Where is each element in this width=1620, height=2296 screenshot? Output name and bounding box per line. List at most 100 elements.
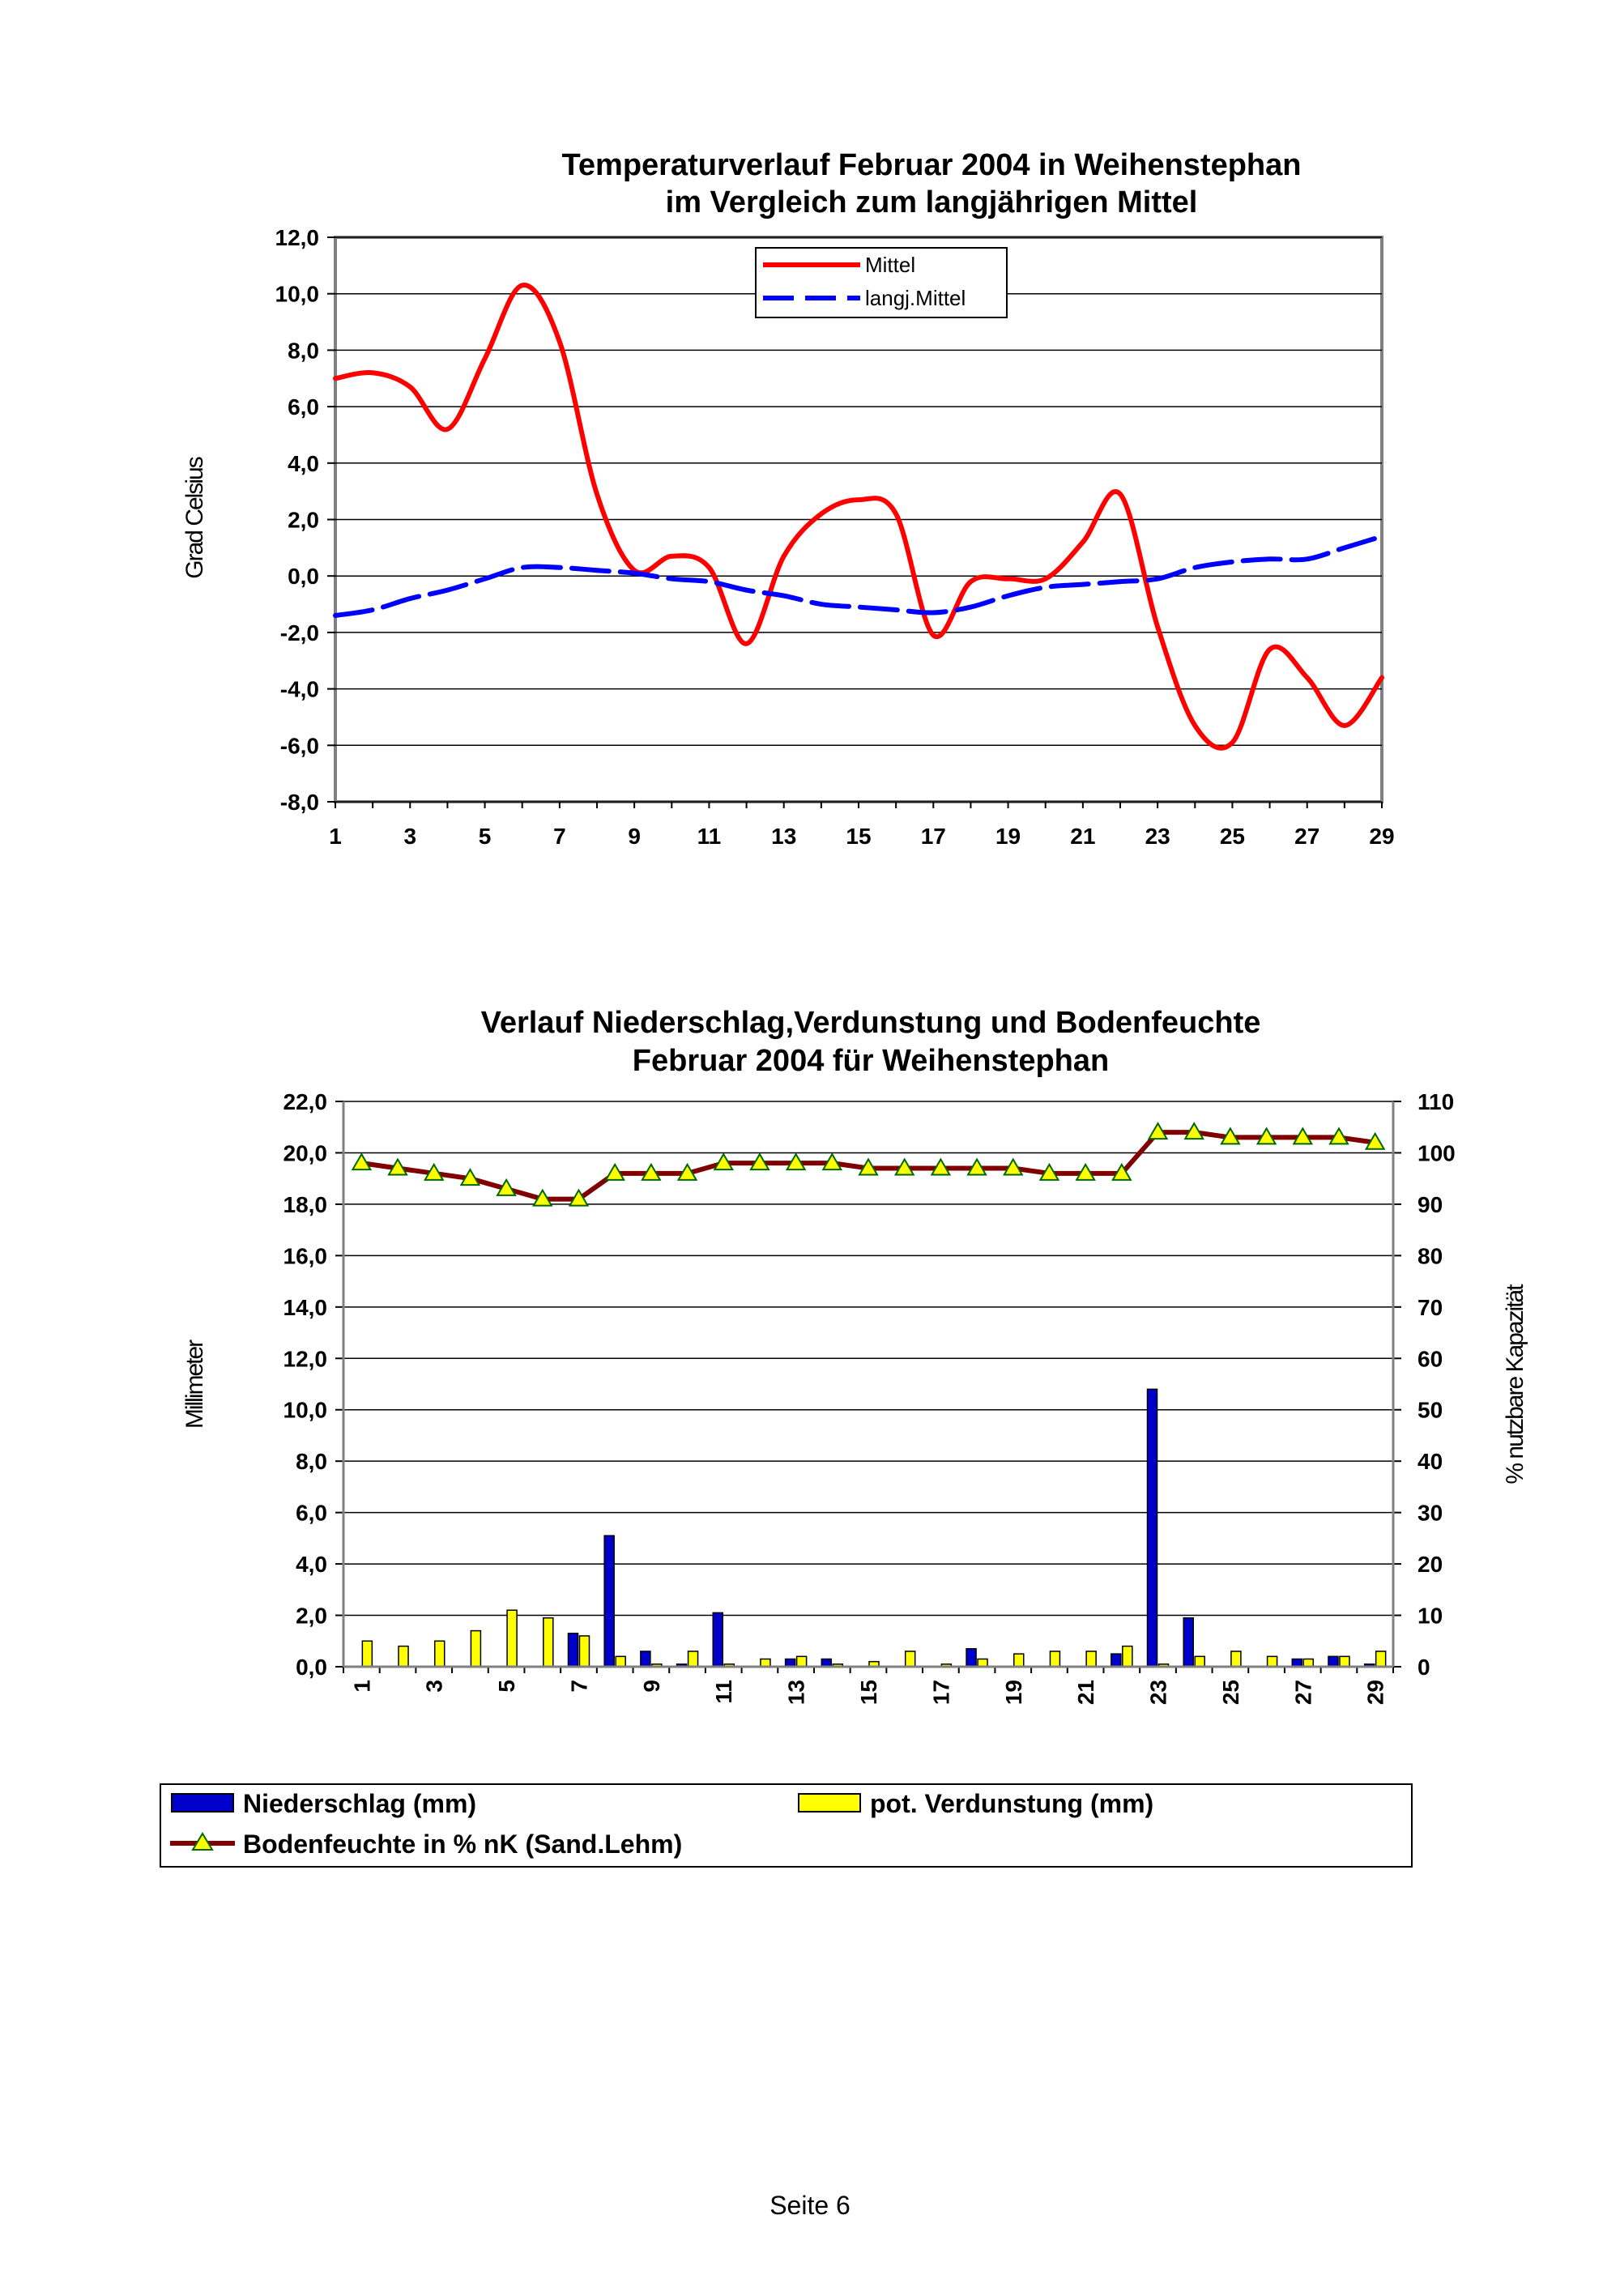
precipitation-chart: Verlauf Niederschlag,Verdunstung und Bod…	[160, 1006, 1528, 1868]
chart1-x-tick-label: 5	[479, 824, 492, 849]
chart2-y2-tick-label: 10	[1418, 1604, 1443, 1629]
chart1-x-tick-label: 29	[1369, 824, 1394, 849]
chart2-y-tick-label: 8,0	[296, 1449, 327, 1474]
verdunstung-bar	[1230, 1651, 1242, 1668]
bodenfeuchte-marker	[641, 1162, 662, 1181]
chart1-y-tick-label: -6,0	[280, 733, 319, 758]
chart1-title: Temperaturverlauf Februar 2004 in Weihen…	[562, 148, 1302, 182]
bodenfeuchte-marker	[930, 1157, 952, 1176]
chart2-y2-tick-label: 90	[1418, 1192, 1443, 1217]
chart1-x-ticks: 1 3 5 7 9 11 13 15 17 19 21 23 25 27 29	[329, 802, 1395, 849]
niederschlag-bar	[1111, 1653, 1122, 1668]
chart2-y2-tick-label: 40	[1418, 1449, 1443, 1474]
chart1-subtitle: im Vergleich zum langjährigen Mittel	[666, 185, 1198, 219]
chart2-legend-box	[160, 1783, 1413, 1868]
bodenfeuchte-marker	[1328, 1127, 1349, 1145]
chart2-y-tick-label: 0,0	[296, 1655, 327, 1680]
bodenfeuchte-marker	[459, 1168, 481, 1186]
chart2-title: Verlauf Niederschlag,Verdunstung und Bod…	[481, 1006, 1261, 1040]
chart2-x-tick-label: 17	[928, 1680, 953, 1705]
verdunstung-bar	[1122, 1645, 1133, 1668]
chart2-y2-tick-label: 60	[1418, 1346, 1443, 1371]
chart1-x-tick-label: 3	[403, 824, 416, 849]
legend-bodenfeuchte-marker	[191, 1832, 214, 1851]
verdunstung-bar	[615, 1655, 626, 1668]
chart1-y-axis-label: Grad Celsius	[181, 457, 208, 578]
chart1-x-tick-label: 13	[771, 824, 796, 849]
verdunstung-bar	[1013, 1653, 1025, 1668]
chart2-legend: Niederschlag (mm) pot. Verdunstung (mm) …	[160, 1783, 1413, 1868]
legend-langj-mittel-label: langj.Mittel	[865, 286, 966, 310]
chart2-y2-tick-label: 70	[1418, 1295, 1443, 1320]
chart2-x-tick-label: 27	[1290, 1680, 1315, 1705]
legend-verdunstung-label: pot. Verdunstung (mm)	[870, 1789, 1153, 1818]
chart1-y-tick-label: 0,0	[288, 564, 319, 589]
chart1-y-tick-label: 6,0	[288, 394, 319, 420]
bodenfeuchte-marker	[423, 1162, 445, 1181]
chart1-y-tick-label: -2,0	[280, 620, 319, 645]
langj-mittel-series-line	[333, 534, 1384, 618]
chart1-x-tick-label: 25	[1220, 824, 1245, 849]
chart2-x-tick-label: 11	[711, 1680, 736, 1704]
bodenfeuchte-marker	[713, 1152, 734, 1171]
verdunstung-bar	[1049, 1651, 1061, 1668]
verdunstung-bar	[687, 1651, 699, 1668]
chart2-x-tick-label: 1	[349, 1680, 374, 1693]
chart2-x-tick-label: 3	[422, 1680, 447, 1693]
bodenfeuchte-marker	[1256, 1127, 1277, 1145]
chart2-x-tick-label: 19	[1001, 1680, 1026, 1705]
bodenfeuchte-marker	[568, 1188, 590, 1207]
chart1-y-tick-label: -4,0	[280, 677, 319, 702]
chart1-x-tick-label: 15	[846, 824, 871, 849]
niederschlag-bar	[712, 1612, 723, 1668]
legend-verdunstung-swatch	[798, 1793, 861, 1813]
chart2-y-tick-label: 4,0	[296, 1552, 327, 1577]
chart2-y2-tick-label: 100	[1418, 1140, 1456, 1165]
chart1-y-ticks: 12,0 10,0 8,0 6,0 4,0 2,0 0,0 -2,0 -4,0 -6,0 -8,0	[275, 225, 335, 815]
chart1-x-tick-label: 27	[1294, 824, 1319, 849]
chart2-y2-tick-label: 30	[1418, 1501, 1443, 1526]
niederschlag-bar	[603, 1535, 615, 1668]
verdunstung-bar	[1375, 1651, 1387, 1668]
verdunstung-bar	[433, 1640, 446, 1668]
chart2-y2-tick-label: 50	[1418, 1398, 1443, 1423]
chart1-grid	[335, 236, 1382, 803]
bodenfeuchte-marker	[1292, 1127, 1314, 1145]
bodenfeuchte-marker	[387, 1157, 408, 1176]
chart2-y-tick-label: 6,0	[296, 1501, 327, 1526]
chart2-x-tick-label: 21	[1073, 1680, 1098, 1705]
temperature-chart: Temperaturverlauf Februar 2004 in Weihen…	[181, 148, 1395, 849]
niederschlag-bar	[640, 1651, 651, 1668]
chart2-y-tick-label: 2,0	[296, 1604, 327, 1629]
niederschlag-bar	[1146, 1388, 1158, 1668]
chart2-y-axis-label: Millimeter	[181, 1340, 208, 1429]
chart2-x-tick-label: 7	[566, 1680, 591, 1693]
niederschlag-bar	[966, 1648, 977, 1668]
bodenfeuchte-marker	[821, 1152, 843, 1171]
chart2-x-tick-label: 15	[856, 1680, 881, 1705]
verdunstung-bar	[1194, 1655, 1205, 1668]
verdunstung-bar	[1339, 1655, 1350, 1668]
chart2-x-ticks: 1 3 5 7 9 11 13 15 17 19 21 23 25 27 29	[343, 1667, 1394, 1705]
verdunstung-bar	[1266, 1655, 1278, 1668]
verdunstung-bar	[904, 1651, 916, 1668]
chart2-y-tick-label: 22,0	[284, 1089, 328, 1114]
bodenfeuchte-marker	[1183, 1122, 1204, 1140]
bodenfeuchte-marker	[1111, 1162, 1132, 1181]
chart2-x-tick-label: 29	[1363, 1680, 1388, 1705]
chart1-x-tick-label: 7	[553, 824, 566, 849]
legend-mittel-label: Mittel	[865, 253, 915, 277]
chart1-y-tick-label: 4,0	[288, 451, 319, 476]
chart2-y-tick-label: 10,0	[284, 1398, 328, 1423]
chart1-x-tick-label: 11	[697, 824, 722, 849]
legend-niederschlag-label: Niederschlag (mm)	[243, 1789, 476, 1818]
page-footer: Seite 6	[770, 2191, 850, 2220]
verdunstung-bar	[795, 1655, 808, 1668]
mittel-series-line	[333, 283, 1384, 751]
chart2-x-tick-label: 9	[639, 1680, 664, 1693]
chart2-y-tick-label: 14,0	[284, 1295, 328, 1320]
bodenfeuchte-marker	[532, 1188, 553, 1207]
bodenfeuchte-marker	[676, 1162, 698, 1181]
